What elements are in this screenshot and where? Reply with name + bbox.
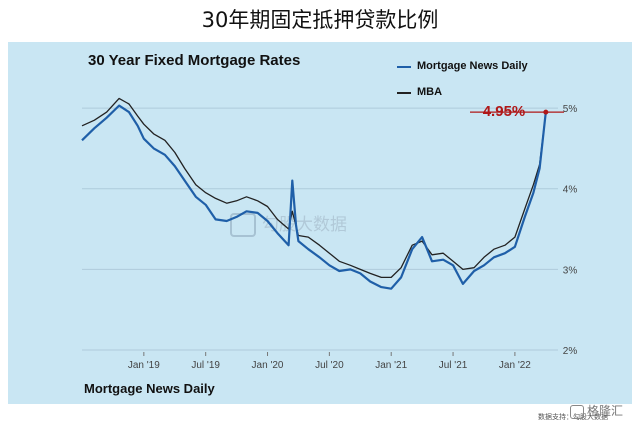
chart-panel bbox=[8, 42, 632, 404]
y-tick-label-1: 3% bbox=[563, 265, 578, 276]
y-tick-label-3: 5% bbox=[563, 104, 578, 115]
page-title: 30年期固定抵押贷款比例 bbox=[201, 8, 439, 32]
y-tick-label-0: 2% bbox=[563, 346, 578, 357]
legend-label-mnd: Mortgage News Daily bbox=[417, 60, 528, 72]
annotation-label: 4.95% bbox=[483, 103, 526, 120]
chart-title: 30 Year Fixed Mortgage Rates bbox=[88, 52, 301, 69]
series-line-mnd bbox=[81, 104, 547, 290]
x-tick-label-3: Jul '20 bbox=[315, 360, 344, 371]
legend-item-mnd: Mortgage News Daily bbox=[397, 58, 528, 84]
corner-logo: 格隆汇 bbox=[570, 402, 623, 419]
x-tick-label-4: Jan '21 bbox=[375, 360, 407, 371]
y-tick-label-2: 4% bbox=[563, 185, 578, 196]
x-tick-label-6: Jan '22 bbox=[499, 360, 531, 371]
chart-legend: Mortgage News Daily MBA bbox=[397, 58, 528, 110]
legend-item-mba: MBA bbox=[397, 84, 528, 110]
logo-icon bbox=[570, 404, 584, 419]
annotation-marker bbox=[543, 109, 549, 115]
legend-swatch-mnd bbox=[397, 66, 411, 68]
legend-swatch-mba bbox=[397, 92, 411, 94]
corner-logo-text: 格隆汇 bbox=[587, 404, 624, 418]
x-tick-label-1: Jul '19 bbox=[191, 360, 220, 371]
data-credit: 数据支持：勾股大数据 bbox=[538, 413, 608, 421]
x-tick-label-2: Jan '20 bbox=[252, 360, 284, 371]
source-label: Mortgage News Daily bbox=[84, 381, 215, 396]
watermark-text: 勾股大数据 bbox=[262, 215, 347, 235]
series-line-mba bbox=[81, 97, 547, 279]
legend-label-mba: MBA bbox=[417, 86, 443, 98]
x-tick-label-0: Jan '19 bbox=[128, 360, 160, 371]
x-tick-label-5: Jul '21 bbox=[439, 360, 468, 371]
